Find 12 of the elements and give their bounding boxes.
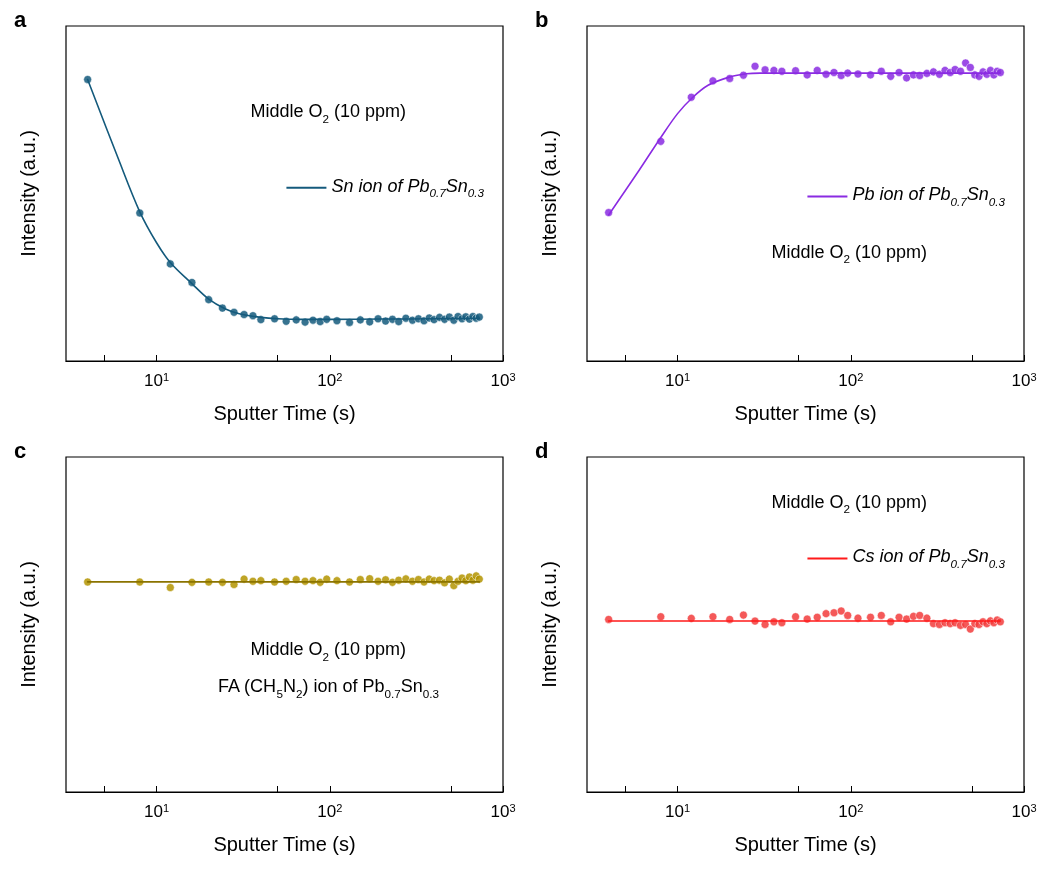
x-axis-title: Sputter Time (s) [213, 833, 356, 855]
chart-title: c [14, 437, 27, 463]
y-axis-title: Intensity (a.u.) [17, 130, 39, 257]
chart-title: d [535, 437, 549, 463]
chart-title: b [535, 6, 549, 32]
y-axis-title: Intensity (a.u.) [17, 561, 39, 688]
chart-title: a [14, 6, 27, 32]
x-axis-title: Sputter Time (s) [734, 402, 877, 424]
y-axis-title: Intensity (a.u.) [538, 561, 560, 688]
y-axis-title: Intensity (a.u.) [538, 130, 560, 257]
x-axis-title: Sputter Time (s) [213, 402, 356, 424]
x-axis-title: Sputter Time (s) [734, 833, 877, 855]
